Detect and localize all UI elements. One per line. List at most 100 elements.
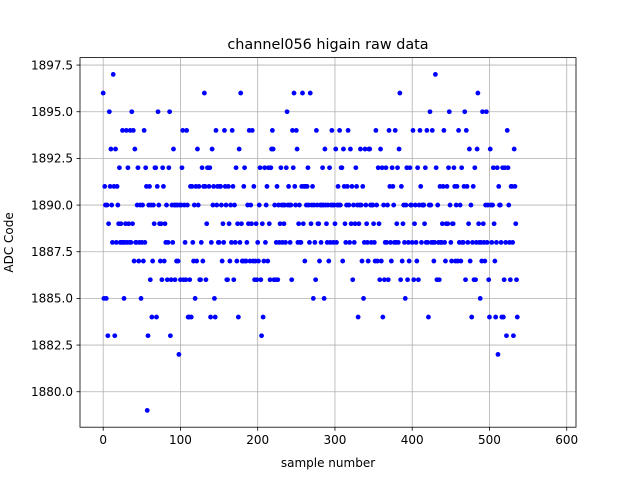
x-tick-label: 0 xyxy=(99,433,107,447)
data-point xyxy=(453,202,459,208)
data-point xyxy=(375,165,381,171)
data-point xyxy=(261,258,267,264)
data-point xyxy=(340,258,346,264)
data-point xyxy=(149,314,155,320)
data-point xyxy=(422,221,427,227)
data-point xyxy=(468,202,474,208)
data-point xyxy=(227,258,233,264)
data-point xyxy=(446,165,451,171)
data-point xyxy=(431,258,437,264)
x-axis-ticks: 0 100 200 300 400 500 600 xyxy=(99,427,578,447)
data-point xyxy=(165,240,171,245)
data-point xyxy=(263,202,269,208)
y-tick-label: 1892.5 xyxy=(31,152,73,166)
data-point xyxy=(113,146,118,152)
data-point xyxy=(454,184,460,189)
data-point xyxy=(213,127,219,133)
data-point xyxy=(156,202,162,208)
data-point xyxy=(241,184,247,189)
data-point xyxy=(160,165,166,171)
x-axis-label: sample number xyxy=(281,456,375,470)
x-tick-label: 600 xyxy=(555,433,578,447)
data-point xyxy=(140,202,145,208)
data-point xyxy=(235,314,241,320)
data-point xyxy=(231,277,237,283)
data-point xyxy=(432,72,438,77)
data-point xyxy=(170,240,176,245)
data-point xyxy=(365,240,370,245)
data-point xyxy=(256,258,261,264)
data-point xyxy=(106,221,111,227)
data-point xyxy=(225,277,230,283)
data-point xyxy=(184,202,190,208)
data-point xyxy=(141,127,147,133)
data-point xyxy=(361,296,366,301)
data-point xyxy=(355,314,361,320)
data-point xyxy=(335,184,341,189)
data-point xyxy=(138,296,144,301)
data-point xyxy=(412,221,417,227)
data-point xyxy=(229,127,235,133)
data-point xyxy=(398,184,404,189)
data-point xyxy=(288,202,294,208)
data-point xyxy=(281,221,287,227)
data-point xyxy=(145,333,151,339)
data-point xyxy=(334,240,339,245)
data-point xyxy=(482,258,488,264)
data-point xyxy=(333,146,339,152)
data-point xyxy=(206,184,212,189)
data-point xyxy=(411,277,417,283)
data-point xyxy=(386,127,392,133)
data-point xyxy=(484,240,490,245)
data-point xyxy=(448,240,454,245)
data-point xyxy=(260,314,266,320)
data-point xyxy=(395,240,401,245)
data-point xyxy=(364,221,370,227)
data-point xyxy=(410,127,416,133)
data-point xyxy=(470,184,476,189)
data-point xyxy=(463,277,468,283)
data-point xyxy=(493,314,499,320)
data-point xyxy=(418,184,424,189)
data-point xyxy=(337,127,342,133)
data-point xyxy=(506,202,512,208)
data-point xyxy=(110,72,116,77)
data-point xyxy=(341,146,346,152)
data-point xyxy=(128,240,134,245)
data-point xyxy=(494,165,500,171)
data-point xyxy=(113,240,119,245)
data-point xyxy=(414,258,420,264)
data-point xyxy=(269,127,275,133)
data-point xyxy=(242,165,247,171)
data-point xyxy=(396,146,402,152)
data-point xyxy=(442,240,448,245)
data-point xyxy=(467,258,473,264)
data-point xyxy=(143,165,149,171)
data-point xyxy=(381,202,387,208)
data-point xyxy=(255,240,261,245)
data-point xyxy=(356,221,362,227)
data-point xyxy=(147,277,153,283)
data-point xyxy=(512,184,518,189)
data-point xyxy=(191,202,197,208)
data-point xyxy=(294,146,300,152)
data-point xyxy=(313,277,319,283)
data-point xyxy=(233,165,239,171)
data-point xyxy=(486,277,492,283)
data-point xyxy=(293,202,298,208)
data-point xyxy=(347,240,353,245)
data-point xyxy=(326,258,332,264)
data-point xyxy=(464,184,470,189)
data-point xyxy=(504,333,509,339)
data-point xyxy=(238,90,244,96)
data-point xyxy=(237,240,243,245)
data-point xyxy=(394,221,400,227)
data-point xyxy=(263,240,268,245)
data-point xyxy=(235,221,241,227)
x-tick-label: 500 xyxy=(478,433,501,447)
data-point xyxy=(465,240,471,245)
data-point xyxy=(354,184,359,189)
data-point xyxy=(380,314,386,320)
data-point xyxy=(214,202,220,208)
data-point xyxy=(490,165,496,171)
